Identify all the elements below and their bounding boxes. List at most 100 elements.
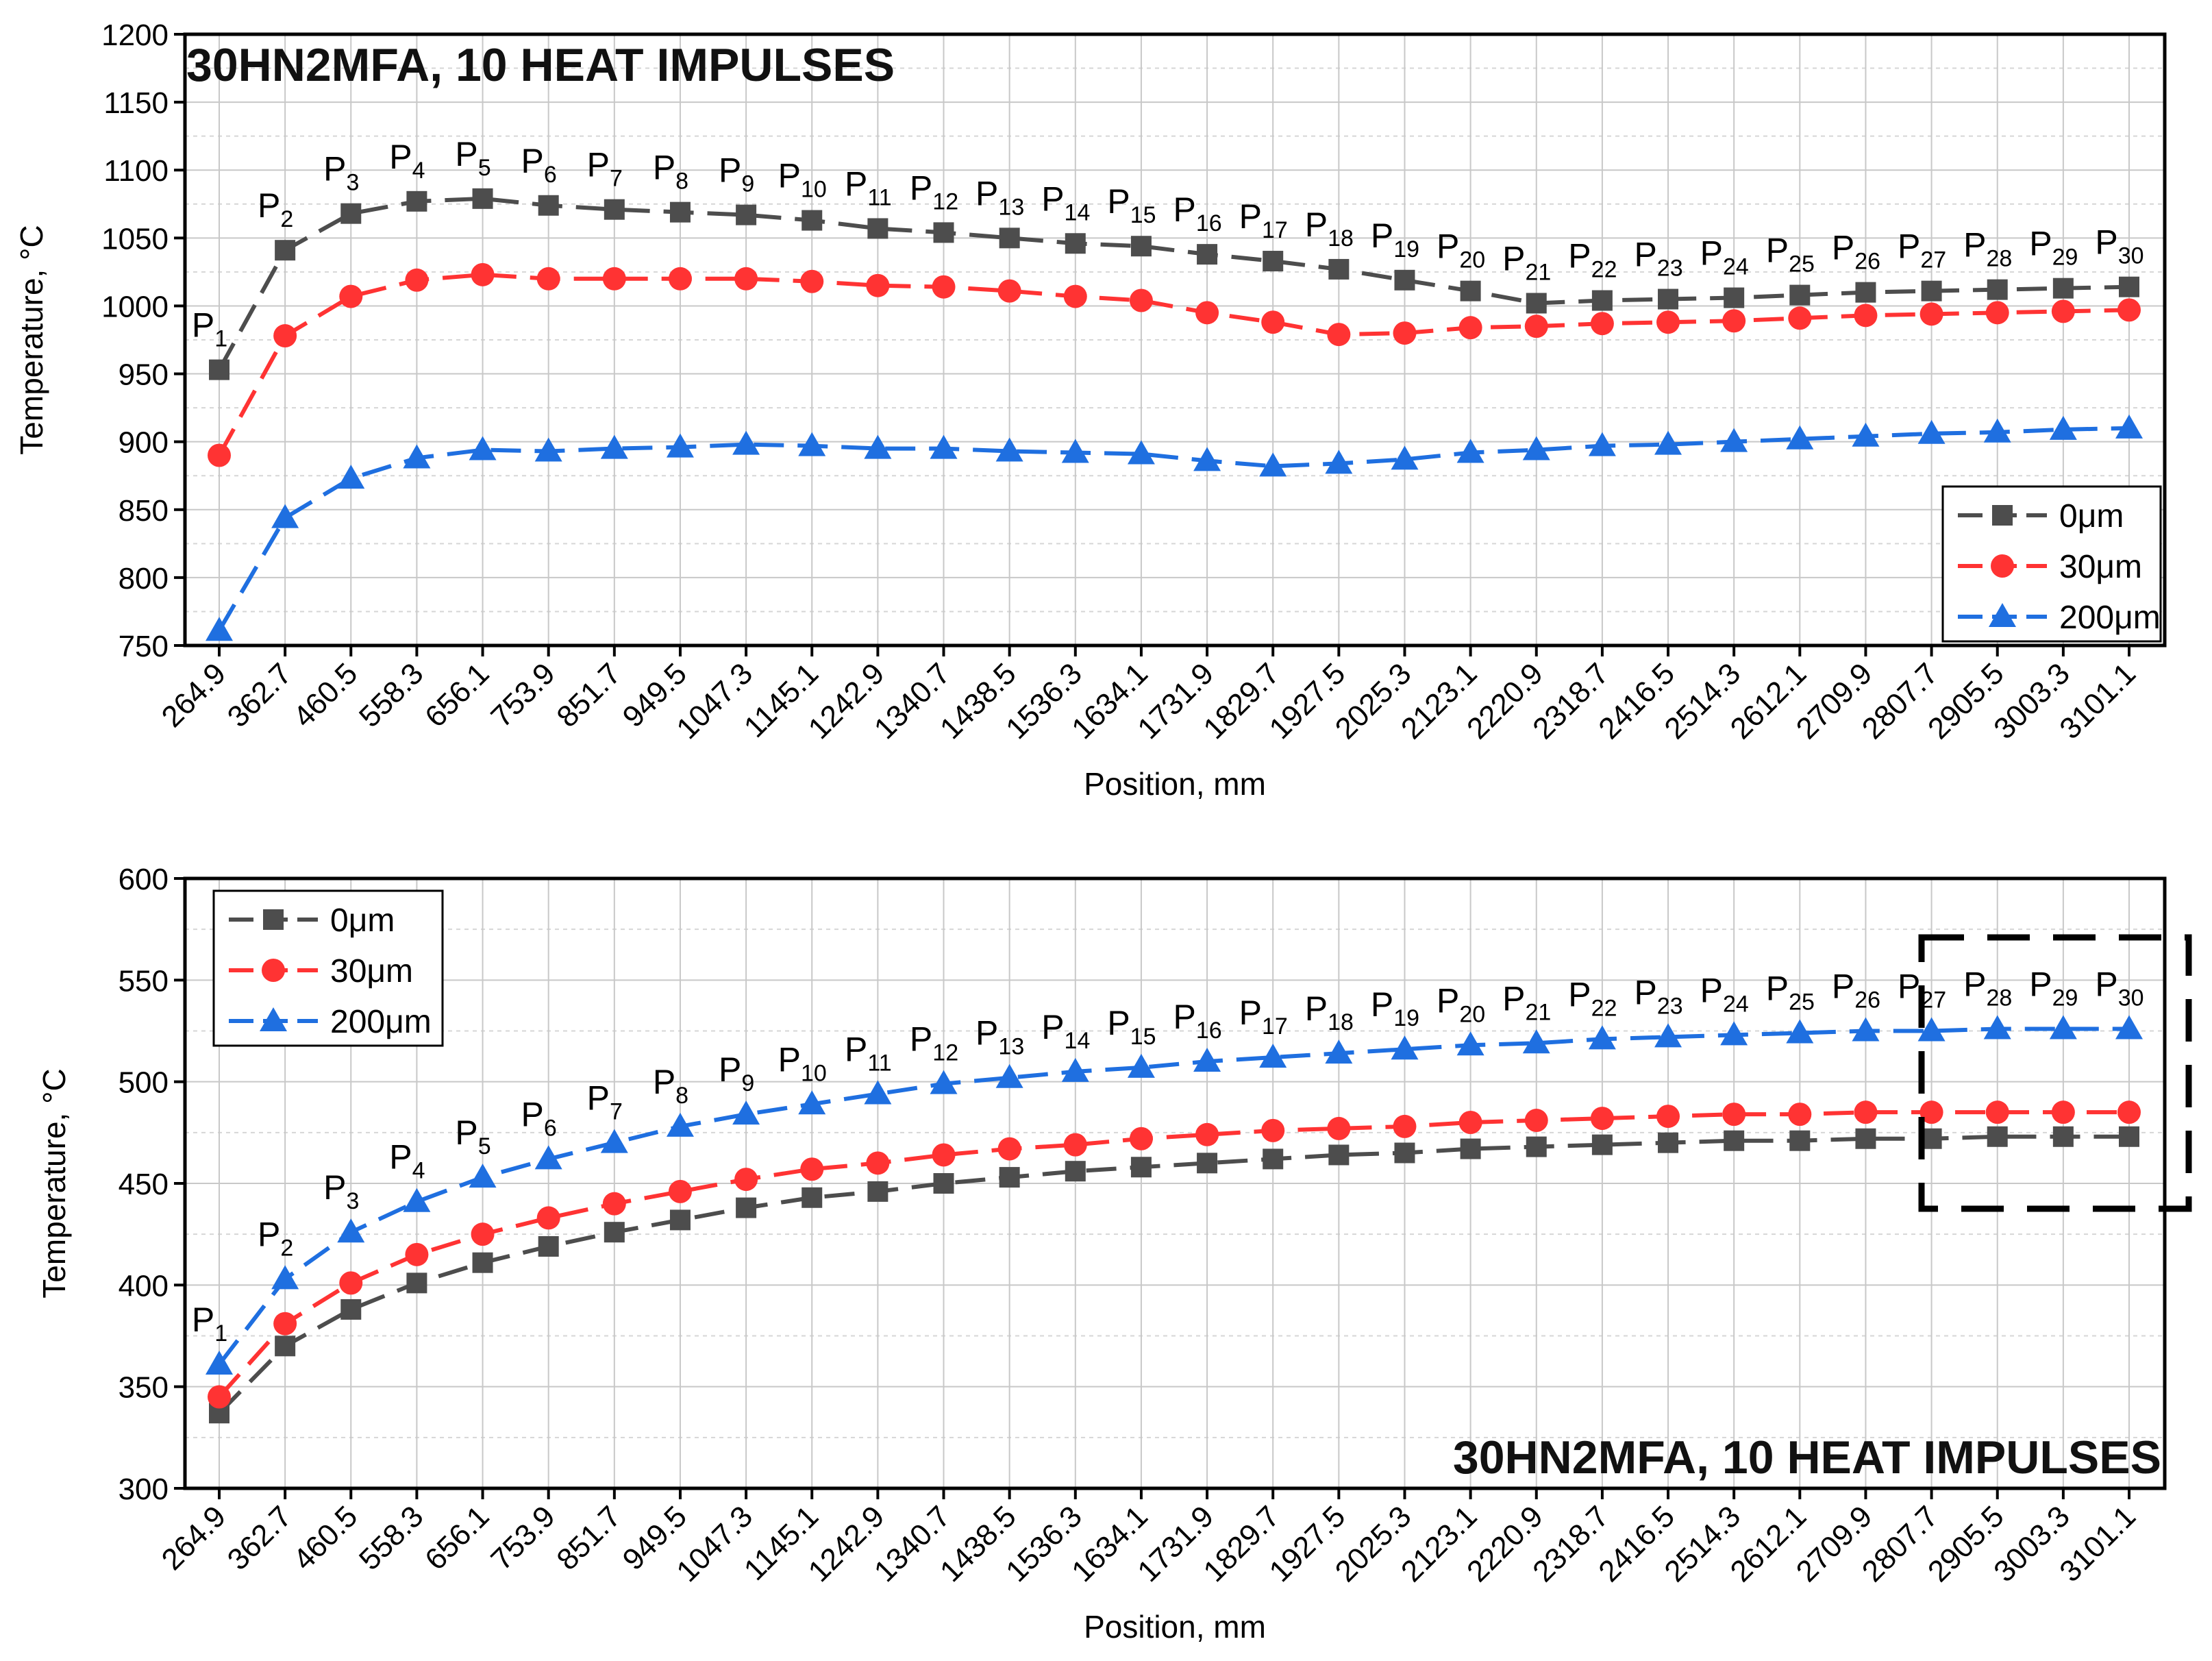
point-label-index: 28 xyxy=(1986,246,2012,272)
point-label-index: 1 xyxy=(214,1320,227,1346)
point-label: P4 xyxy=(389,138,425,184)
data-point xyxy=(1130,1157,1152,1178)
data-point xyxy=(1394,1142,1415,1164)
point-label: P9 xyxy=(719,151,754,197)
data-point xyxy=(1855,282,1876,303)
data-point xyxy=(275,240,296,261)
point-label: P21 xyxy=(1502,239,1551,285)
point-label-prefix: P xyxy=(1963,226,1986,264)
data-point xyxy=(1983,1015,2011,1039)
series-200μm xyxy=(206,1015,2143,1375)
x-tick-label: 558.3 xyxy=(353,1499,430,1577)
data-point xyxy=(1855,1128,1876,1149)
point-label: P23 xyxy=(1634,236,1682,282)
point-label-prefix: P xyxy=(389,1138,412,1177)
data-point xyxy=(1526,1136,1547,1157)
point-label: P14 xyxy=(1041,1008,1090,1054)
data-point xyxy=(867,218,888,239)
point-label: P5 xyxy=(455,1114,490,1159)
data-point xyxy=(995,437,1023,462)
data-point xyxy=(1127,1053,1155,1078)
data-point xyxy=(534,437,562,462)
series-line xyxy=(217,272,2130,456)
point-label: P24 xyxy=(1700,971,1749,1017)
point-label: P30 xyxy=(2095,223,2143,269)
point-label: P22 xyxy=(1568,237,1617,283)
data-point xyxy=(340,203,362,224)
point-label-prefix: P xyxy=(1437,981,1459,1020)
point-label-index: 18 xyxy=(1328,225,1354,251)
data-point xyxy=(273,324,297,348)
y-tick-label: 1000 xyxy=(101,290,169,323)
data-point xyxy=(1328,258,1350,280)
data-point xyxy=(1325,1039,1353,1064)
data-point xyxy=(999,227,1020,249)
point-label: P5 xyxy=(455,135,490,181)
data-point xyxy=(1458,1111,1482,1134)
data-point xyxy=(1197,244,1218,265)
point-label-index: 2 xyxy=(280,1235,293,1261)
data-point xyxy=(732,1100,760,1125)
data-point xyxy=(538,1235,559,1257)
data-point xyxy=(736,1197,757,1218)
data-point xyxy=(600,1129,628,1153)
point-label-index: 25 xyxy=(1789,989,1815,1015)
point-label: P16 xyxy=(1173,998,1221,1044)
data-point xyxy=(666,1112,694,1137)
point-label-index: 11 xyxy=(867,1050,891,1076)
point-label-prefix: P xyxy=(2095,223,2117,262)
data-point xyxy=(1591,290,1613,311)
x-tick-label: 1047.3 xyxy=(670,656,759,746)
data-point xyxy=(1393,1114,1417,1138)
point-label-prefix: P xyxy=(910,169,932,207)
series-line xyxy=(217,1026,2129,1366)
point-label-prefix: P xyxy=(521,142,544,180)
data-point xyxy=(736,204,757,225)
y-axis-label: Temperature, °C xyxy=(36,1068,72,1298)
point-label-prefix: P xyxy=(1502,239,1525,278)
point-label-index: 5 xyxy=(478,155,491,181)
point-label-prefix: P xyxy=(1173,190,1195,229)
data-point xyxy=(275,1336,296,1357)
point-label-prefix: P xyxy=(975,1014,998,1053)
point-label-index: 29 xyxy=(2052,985,2078,1011)
data-point xyxy=(933,222,954,243)
legend-marker-triangle xyxy=(1989,603,2016,627)
data-point xyxy=(864,1080,892,1105)
data-point xyxy=(1789,1130,1811,1151)
data-point xyxy=(1854,304,1878,328)
point-label-prefix: P xyxy=(1173,998,1195,1036)
y-tick-label: 300 xyxy=(119,1473,169,1506)
legend-label: 200μm xyxy=(2059,600,2161,636)
point-label-prefix: P xyxy=(845,164,867,203)
data-point xyxy=(932,1143,956,1167)
point-label-index: 17 xyxy=(1262,1013,1288,1039)
y-tick-label: 1200 xyxy=(101,19,169,52)
point-label: P3 xyxy=(323,1168,359,1214)
chart-title: 30HN2MFA, 10 HEAT IMPULSES xyxy=(186,39,895,91)
point-label-prefix: P xyxy=(521,1095,544,1133)
data-point xyxy=(1458,316,1482,340)
data-point xyxy=(867,1181,888,1202)
data-point xyxy=(403,1188,431,1212)
data-point xyxy=(801,210,823,231)
point-label-prefix: P xyxy=(778,1040,801,1079)
point-label-prefix: P xyxy=(258,1215,280,1253)
data-point xyxy=(2052,1126,2074,1147)
point-label: P4 xyxy=(389,1138,425,1184)
legend-label: 0μm xyxy=(330,902,395,939)
data-point xyxy=(1259,1044,1287,1068)
data-point xyxy=(209,359,229,380)
y-tick-label: 500 xyxy=(119,1066,169,1100)
data-point xyxy=(1522,436,1550,460)
point-label: P8 xyxy=(653,1063,688,1109)
point-label-index: 26 xyxy=(1854,987,1880,1013)
data-point xyxy=(1261,310,1285,334)
point-label-prefix: P xyxy=(1634,236,1656,274)
data-point xyxy=(1061,1057,1089,1082)
data-point xyxy=(1917,419,1946,444)
point-label-index: 14 xyxy=(1065,1028,1091,1054)
data-point xyxy=(405,268,429,292)
data-point xyxy=(1460,280,1481,302)
data-point xyxy=(932,275,956,299)
